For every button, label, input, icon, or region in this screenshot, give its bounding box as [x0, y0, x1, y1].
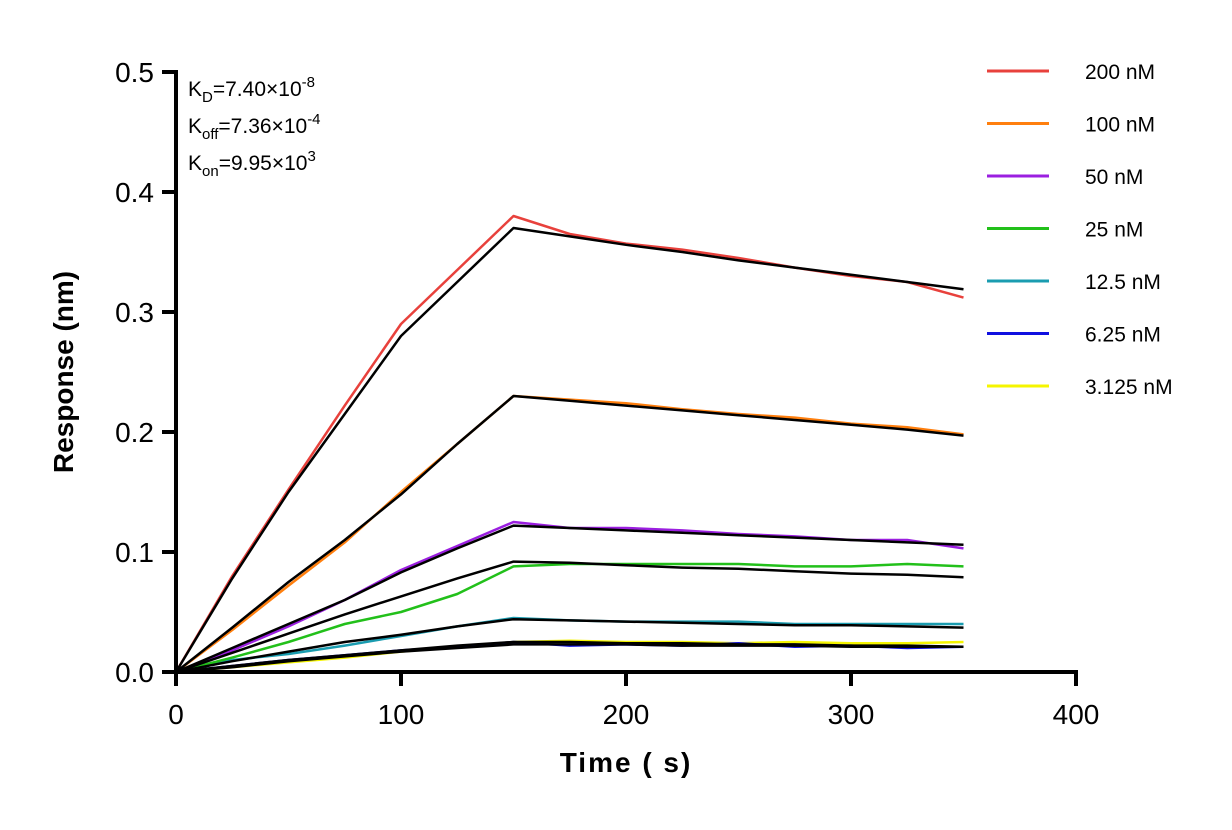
x-tick-label: 0	[168, 699, 184, 730]
y-axis-label: Response (nm)	[48, 271, 79, 473]
kinetic-constant: KD=7.40×10-8	[188, 74, 315, 106]
kinetic-constant: Koff=7.36×10-4	[188, 111, 321, 143]
y-tick-label: 0.5	[115, 57, 154, 88]
legend-label: 3.125 nM	[1085, 376, 1173, 399]
fit-line	[174, 226, 964, 673]
x-tick-label: 200	[603, 699, 650, 730]
x-tick-label: 400	[1053, 699, 1100, 730]
kinetic-constant: Kon=9.95×103	[188, 148, 316, 180]
fit-line	[175, 524, 964, 674]
y-tick-label: 0.0	[115, 657, 154, 688]
legend-label: 6.25 nM	[1085, 324, 1161, 347]
x-tick-label: 100	[378, 699, 425, 730]
measured-line	[174, 214, 964, 673]
series-layer	[174, 214, 964, 674]
legend-label: 25 nM	[1085, 219, 1143, 242]
legend-label: 200 nM	[1085, 61, 1155, 84]
y-tick-label: 0.2	[115, 417, 154, 448]
fit-line	[175, 560, 964, 674]
x-tick-label: 300	[828, 699, 875, 730]
legend-label: 12.5 nM	[1085, 271, 1161, 294]
legend-label: 50 nM	[1085, 166, 1143, 189]
legend: 200 nM 100 nM 50 nM 25 nM 12.5 nM 6.25 nM 3.12…	[987, 61, 1173, 399]
fit-line	[175, 394, 964, 673]
fit-line	[175, 643, 964, 674]
y-tick-label: 0.1	[115, 537, 154, 568]
kinetic-constants: KD=7.40×10-8 Koff=7.36×10-4 Kon=9.95×103	[188, 74, 321, 180]
axes: 0.0 0.1 0.2 0.3 0.4 0.5 0 100 200 300 400	[115, 57, 1099, 730]
fit-line	[175, 617, 964, 674]
legend-label: 100 nM	[1085, 114, 1155, 137]
y-tick-label: 0.3	[115, 297, 154, 328]
y-tick-label: 0.4	[115, 177, 154, 208]
x-axis-label: Time ( s)	[560, 747, 693, 778]
